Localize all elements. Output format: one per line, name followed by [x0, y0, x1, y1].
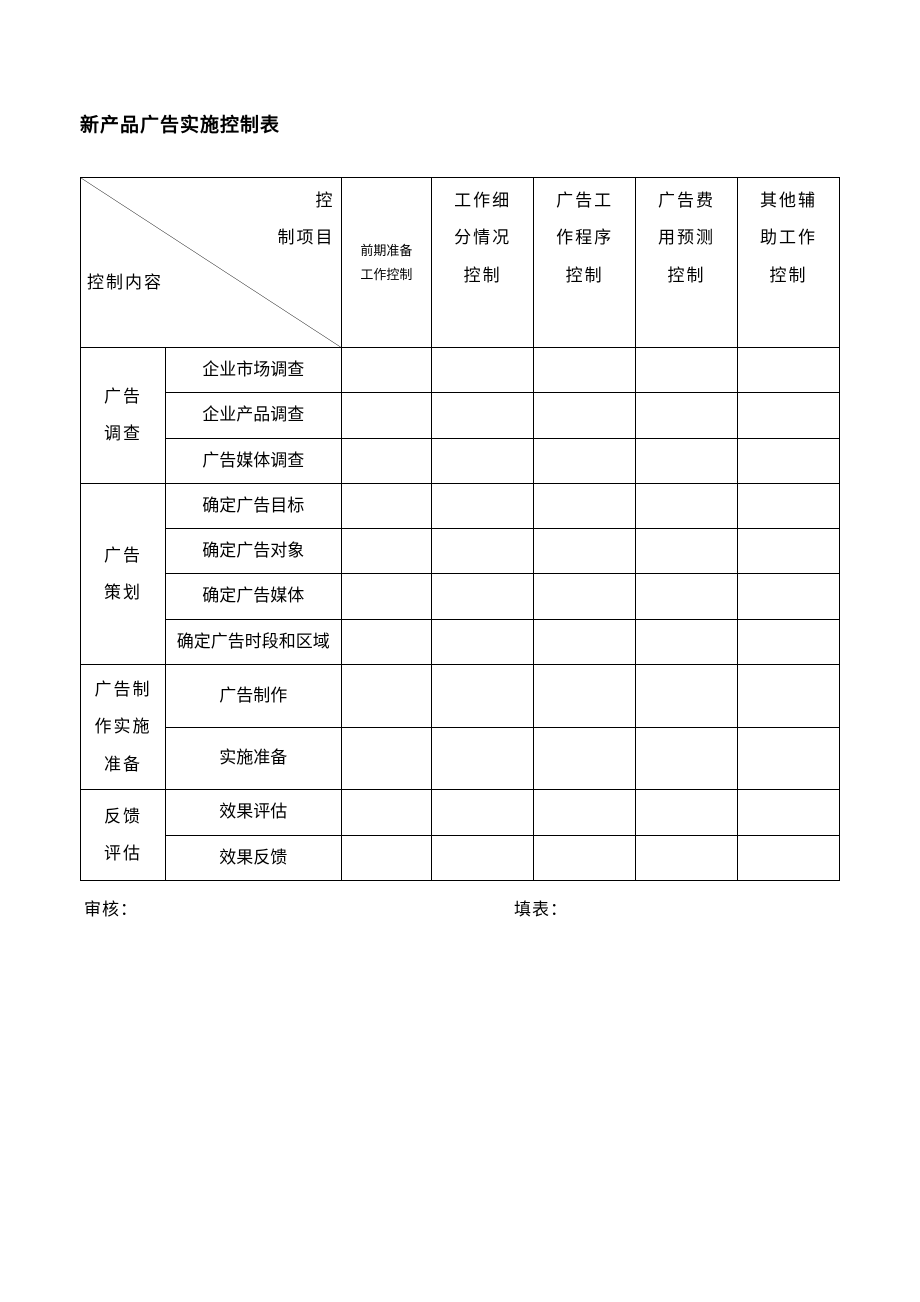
empty-cell [636, 619, 738, 664]
section-label: 反馈评估 [81, 790, 166, 881]
section-label: 广告策划 [81, 483, 166, 664]
diag-bottom-label: 控制内容 [87, 267, 163, 299]
empty-cell [738, 348, 840, 393]
section-label: 广告调查 [81, 348, 166, 484]
page-title: 新产品广告实施控制表 [80, 110, 840, 137]
footer-audit: 审核： [84, 895, 138, 920]
empty-cell [738, 665, 840, 728]
empty-cell [636, 483, 738, 528]
column-header: 其他辅助工作控制 [738, 178, 840, 348]
empty-cell [341, 529, 432, 574]
empty-cell [738, 529, 840, 574]
item-label: 实施准备 [165, 727, 341, 790]
item-label: 效果评估 [165, 790, 341, 835]
empty-cell [341, 619, 432, 664]
empty-cell [738, 393, 840, 438]
column-header: 前期准备工作控制 [341, 178, 432, 348]
diag-top-label: 控制项目 [278, 182, 335, 257]
empty-cell [636, 529, 738, 574]
empty-cell [534, 665, 636, 728]
empty-cell [636, 835, 738, 880]
empty-cell [738, 727, 840, 790]
empty-cell [738, 438, 840, 483]
empty-cell [534, 529, 636, 574]
empty-cell [341, 835, 432, 880]
empty-cell [341, 727, 432, 790]
empty-cell [534, 574, 636, 619]
column-header: 广告费用预测控制 [636, 178, 738, 348]
empty-cell [432, 665, 534, 728]
column-header: 广告工作程序控制 [534, 178, 636, 348]
footer: 审核： 填表： [80, 895, 840, 920]
empty-cell [636, 727, 738, 790]
empty-cell [534, 393, 636, 438]
empty-cell [738, 619, 840, 664]
item-label: 广告媒体调查 [165, 438, 341, 483]
empty-cell [432, 727, 534, 790]
empty-cell [534, 438, 636, 483]
item-label: 企业市场调查 [165, 348, 341, 393]
empty-cell [534, 483, 636, 528]
empty-cell [432, 574, 534, 619]
empty-cell [341, 348, 432, 393]
empty-cell [636, 348, 738, 393]
item-label: 确定广告对象 [165, 529, 341, 574]
empty-cell [432, 619, 534, 664]
empty-cell [341, 665, 432, 728]
empty-cell [534, 790, 636, 835]
empty-cell [432, 529, 534, 574]
empty-cell [341, 438, 432, 483]
empty-cell [341, 790, 432, 835]
item-label: 效果反馈 [165, 835, 341, 880]
item-label: 企业产品调查 [165, 393, 341, 438]
empty-cell [636, 665, 738, 728]
empty-cell [432, 438, 534, 483]
item-label: 确定广告媒体 [165, 574, 341, 619]
column-header: 工作细分情况控制 [432, 178, 534, 348]
empty-cell [636, 393, 738, 438]
empty-cell [341, 483, 432, 528]
empty-cell [738, 483, 840, 528]
control-table: 控制项目控制内容前期准备工作控制工作细分情况控制广告工作程序控制广告费用预测控制… [80, 177, 840, 881]
empty-cell [738, 574, 840, 619]
empty-cell [738, 790, 840, 835]
empty-cell [341, 393, 432, 438]
empty-cell [534, 348, 636, 393]
empty-cell [636, 574, 738, 619]
section-label: 广告制作实施准备 [81, 665, 166, 790]
empty-cell [636, 790, 738, 835]
empty-cell [341, 574, 432, 619]
footer-fill: 填表： [514, 895, 568, 920]
item-label: 确定广告时段和区域 [165, 619, 341, 664]
empty-cell [432, 393, 534, 438]
item-label: 确定广告目标 [165, 483, 341, 528]
empty-cell [432, 348, 534, 393]
empty-cell [534, 619, 636, 664]
empty-cell [534, 835, 636, 880]
empty-cell [432, 790, 534, 835]
empty-cell [432, 483, 534, 528]
item-label: 广告制作 [165, 665, 341, 728]
header-diagonal-cell: 控制项目控制内容 [81, 178, 342, 348]
empty-cell [534, 727, 636, 790]
empty-cell [432, 835, 534, 880]
empty-cell [636, 438, 738, 483]
empty-cell [738, 835, 840, 880]
